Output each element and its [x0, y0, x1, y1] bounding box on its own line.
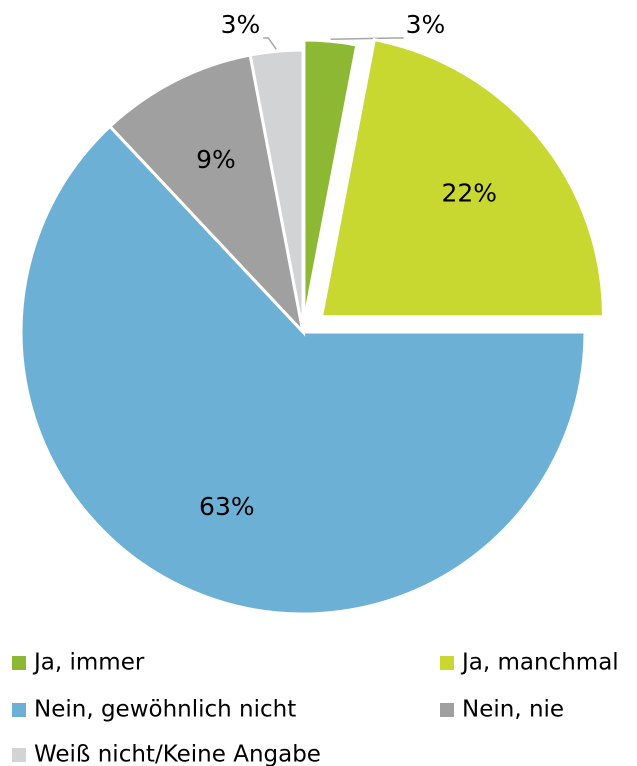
leader-line: [263, 37, 277, 50]
legend-label: Ja, immer: [32, 650, 145, 676]
legend-swatch: [12, 656, 26, 670]
data-label: 3%: [221, 10, 261, 39]
legend-swatch: [12, 748, 26, 762]
legend-swatch: [12, 703, 26, 717]
leader-line: [330, 37, 404, 41]
legend-label: Nein, gewöhnlich nicht: [34, 697, 296, 723]
legend-label: Nein, nie: [462, 697, 564, 723]
legend-swatch: [440, 656, 454, 670]
legend-swatch: [440, 703, 454, 717]
data-label: 3%: [406, 10, 446, 39]
data-label: 22%: [441, 178, 497, 207]
legend-label: Ja, manchmal: [460, 650, 619, 676]
data-label: 9%: [196, 145, 236, 174]
pie-slice: [248, 48, 305, 333]
data-label: 63%: [199, 492, 255, 521]
pie-slice: [107, 53, 306, 337]
pie-slice: [302, 38, 359, 323]
pie-slice: [19, 124, 587, 616]
legend-label: Weiß nicht/Keine Angabe: [34, 742, 321, 766]
pie-slice: [319, 37, 605, 319]
